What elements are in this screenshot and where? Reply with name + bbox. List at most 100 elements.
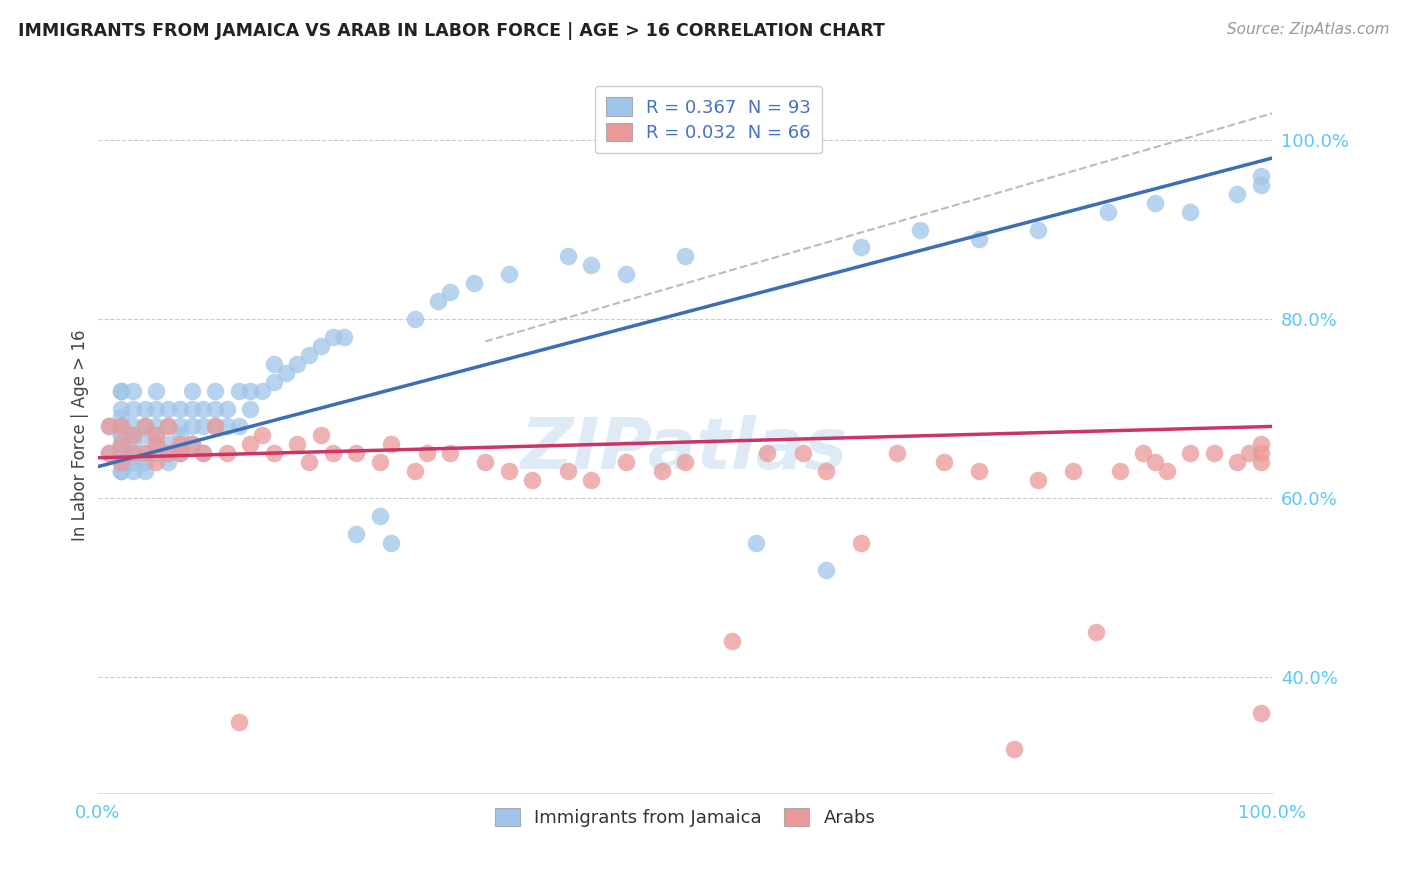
Point [157, 437, 180, 451]
Point [134, 419, 156, 434]
Point [309, 428, 332, 442]
Point [415, 446, 437, 460]
Point [228, 384, 250, 398]
Point [110, 455, 132, 469]
Point [110, 384, 132, 398]
Point [145, 455, 167, 469]
Point [967, 464, 990, 478]
Point [309, 339, 332, 353]
Point [145, 384, 167, 398]
Point [1062, 464, 1084, 478]
Point [322, 446, 344, 460]
Point [145, 428, 167, 442]
Point [228, 419, 250, 434]
Point [557, 249, 579, 263]
Point [204, 384, 226, 398]
Point [145, 428, 167, 442]
Point [1250, 455, 1272, 469]
Point [1226, 455, 1249, 469]
Point [121, 446, 143, 460]
Point [204, 419, 226, 434]
Point [344, 526, 367, 541]
Point [814, 464, 837, 478]
Point [110, 419, 132, 434]
Point [1026, 473, 1049, 487]
Point [932, 455, 955, 469]
Point [157, 455, 180, 469]
Point [285, 437, 308, 451]
Point [1143, 195, 1166, 210]
Point [157, 419, 180, 434]
Point [439, 446, 461, 460]
Point [1250, 446, 1272, 460]
Point [474, 455, 496, 469]
Point [169, 428, 191, 442]
Text: IMMIGRANTS FROM JAMAICA VS ARAB IN LABOR FORCE | AGE > 16 CORRELATION CHART: IMMIGRANTS FROM JAMAICA VS ARAB IN LABOR… [18, 22, 886, 40]
Point [121, 384, 143, 398]
Point [557, 464, 579, 478]
Point [204, 401, 226, 416]
Point [145, 419, 167, 434]
Point [498, 464, 520, 478]
Point [157, 419, 180, 434]
Point [1226, 186, 1249, 201]
Point [579, 473, 602, 487]
Point [145, 401, 167, 416]
Point [380, 437, 402, 451]
Point [886, 446, 908, 460]
Point [1250, 169, 1272, 183]
Point [1180, 446, 1202, 460]
Point [145, 437, 167, 451]
Point [368, 455, 391, 469]
Point [110, 401, 132, 416]
Point [651, 464, 673, 478]
Point [180, 401, 202, 416]
Point [98, 446, 121, 460]
Point [110, 464, 132, 478]
Point [157, 446, 180, 460]
Point [180, 419, 202, 434]
Point [239, 384, 262, 398]
Point [1085, 625, 1108, 640]
Point [121, 437, 143, 451]
Point [673, 249, 696, 263]
Point [98, 419, 121, 434]
Point [134, 464, 156, 478]
Point [169, 419, 191, 434]
Point [463, 277, 485, 291]
Point [298, 455, 321, 469]
Point [215, 446, 238, 460]
Point [239, 437, 262, 451]
Point [756, 446, 779, 460]
Point [110, 455, 132, 469]
Point [1237, 446, 1260, 460]
Point [215, 401, 238, 416]
Point [239, 401, 262, 416]
Point [368, 508, 391, 523]
Point [215, 419, 238, 434]
Point [121, 428, 143, 442]
Point [110, 428, 132, 442]
Point [250, 384, 273, 398]
Y-axis label: In Labor Force | Age > 16: In Labor Force | Age > 16 [72, 330, 89, 541]
Point [134, 446, 156, 460]
Point [851, 535, 873, 549]
Point [792, 446, 814, 460]
Point [967, 231, 990, 245]
Legend: Immigrants from Jamaica, Arabs: Immigrants from Jamaica, Arabs [488, 801, 883, 834]
Point [121, 401, 143, 416]
Point [263, 446, 285, 460]
Point [134, 446, 156, 460]
Point [1202, 446, 1225, 460]
Point [145, 446, 167, 460]
Point [1132, 446, 1154, 460]
Point [579, 258, 602, 272]
Point [439, 285, 461, 300]
Point [110, 446, 132, 460]
Point [274, 366, 297, 380]
Point [134, 401, 156, 416]
Point [744, 535, 766, 549]
Text: Source: ZipAtlas.com: Source: ZipAtlas.com [1226, 22, 1389, 37]
Point [614, 455, 637, 469]
Point [404, 312, 426, 326]
